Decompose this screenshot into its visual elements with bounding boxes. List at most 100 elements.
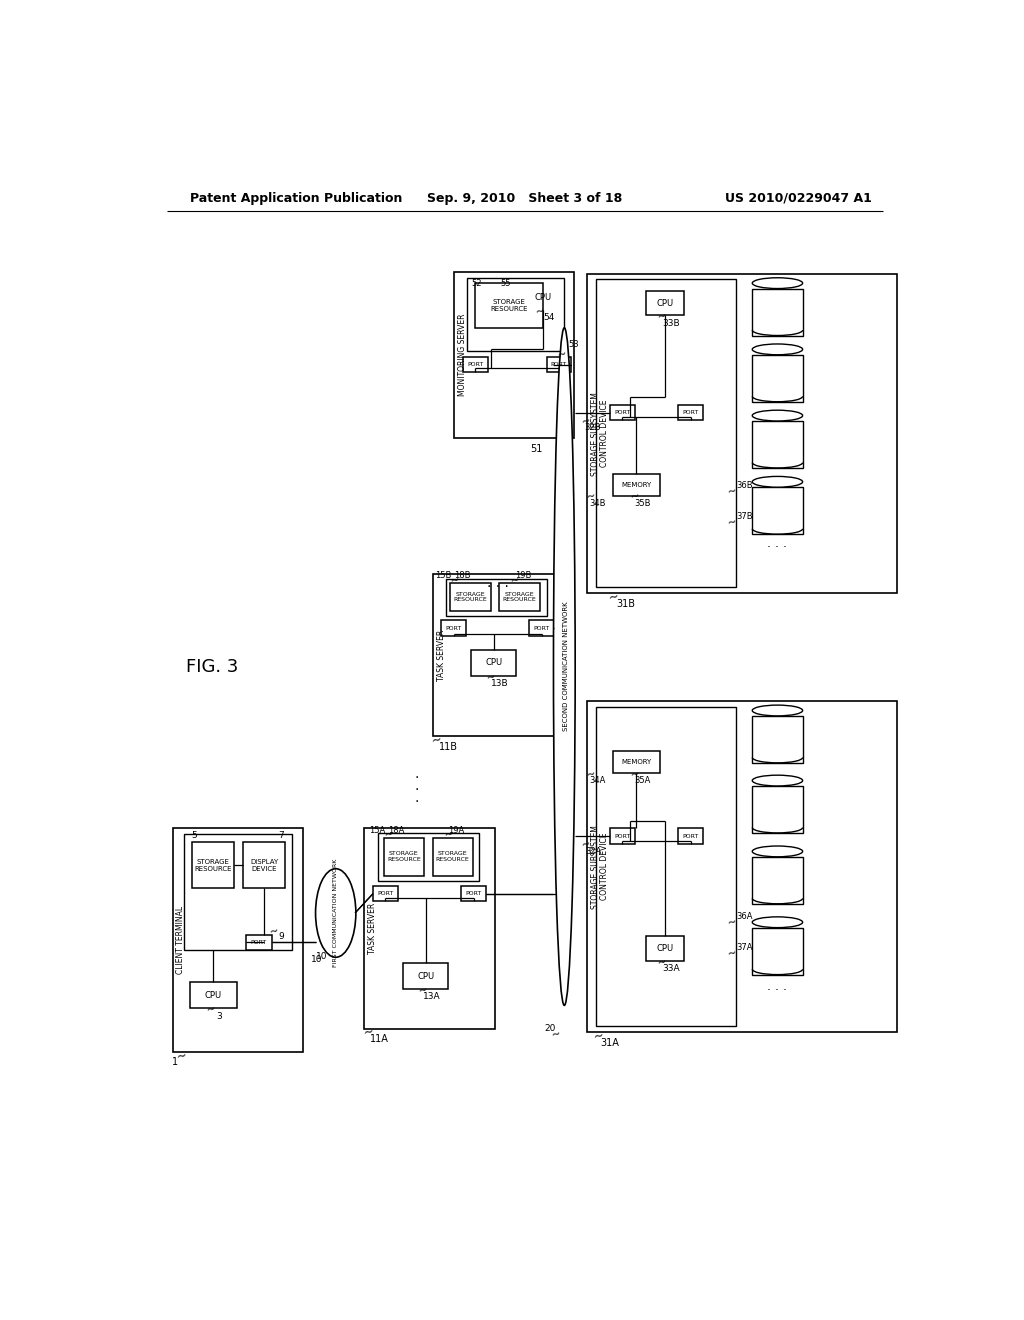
Text: ~: ~ xyxy=(383,829,395,841)
Bar xyxy=(461,886,486,902)
Ellipse shape xyxy=(753,277,803,289)
Text: ~: ~ xyxy=(175,1048,188,1064)
Bar xyxy=(753,421,803,469)
Text: 7: 7 xyxy=(279,832,285,841)
Text: ~: ~ xyxy=(657,312,669,323)
Text: PORT: PORT xyxy=(534,626,550,631)
Bar xyxy=(378,833,479,880)
Text: .: . xyxy=(415,767,419,781)
Bar xyxy=(190,982,237,1008)
Bar xyxy=(547,358,571,372)
Text: .: . xyxy=(415,791,419,804)
Text: 52: 52 xyxy=(471,280,482,288)
Text: . . .: . . . xyxy=(767,537,787,550)
Bar xyxy=(373,886,397,902)
Text: CONTROL DEVICE: CONTROL DEVICE xyxy=(600,400,609,467)
Ellipse shape xyxy=(554,327,575,1006)
Text: FIRST COMMUNICATION NETWORK: FIRST COMMUNICATION NETWORK xyxy=(333,859,338,968)
Text: STORAGE SUBSYSTEM: STORAGE SUBSYSTEM xyxy=(591,825,600,908)
Text: STORAGE
RESOURCE: STORAGE RESOURCE xyxy=(454,591,487,602)
Text: 34A: 34A xyxy=(590,776,606,785)
Bar xyxy=(365,829,495,1028)
Text: 10: 10 xyxy=(310,954,323,964)
Bar xyxy=(753,857,803,904)
Text: STORAGE
RESOURCE: STORAGE RESOURCE xyxy=(195,859,231,871)
Text: 34B: 34B xyxy=(590,499,606,508)
Text: ~: ~ xyxy=(581,840,593,851)
Text: PORT: PORT xyxy=(614,411,631,414)
Text: 35A: 35A xyxy=(635,776,651,785)
Text: ~: ~ xyxy=(727,516,738,528)
Text: PORT: PORT xyxy=(251,940,267,945)
Text: ~: ~ xyxy=(451,574,462,586)
Text: ~: ~ xyxy=(592,1028,605,1044)
Text: CLIENT TERMINAL: CLIENT TERMINAL xyxy=(176,906,185,974)
Bar xyxy=(596,706,735,1026)
Text: CPU: CPU xyxy=(485,659,503,667)
Text: STORAGE
RESOURCE: STORAGE RESOURCE xyxy=(436,851,470,862)
Text: ~: ~ xyxy=(657,956,669,969)
Text: ~: ~ xyxy=(268,927,281,939)
Text: PORT: PORT xyxy=(683,833,698,838)
Text: 31A: 31A xyxy=(601,1038,620,1048)
Text: US 2010/0229047 A1: US 2010/0229047 A1 xyxy=(725,191,872,205)
Ellipse shape xyxy=(753,345,803,355)
Text: TASK SERVER: TASK SERVER xyxy=(436,630,445,681)
Text: CPU: CPU xyxy=(535,293,551,302)
Bar xyxy=(183,834,292,950)
Text: ~: ~ xyxy=(629,491,641,503)
Text: 10: 10 xyxy=(316,952,328,961)
Bar xyxy=(445,578,547,615)
Bar xyxy=(753,355,803,401)
Bar xyxy=(523,285,562,310)
Text: CPU: CPU xyxy=(205,991,222,999)
Bar xyxy=(403,964,449,989)
Text: 55: 55 xyxy=(500,280,511,288)
Text: 18B: 18B xyxy=(455,572,471,581)
Text: ~: ~ xyxy=(581,416,593,428)
Ellipse shape xyxy=(753,411,803,421)
Text: 19A: 19A xyxy=(449,826,465,836)
Text: 11B: 11B xyxy=(438,742,458,751)
Text: ~: ~ xyxy=(586,768,597,780)
Text: ~: ~ xyxy=(727,486,738,498)
Text: 13B: 13B xyxy=(492,678,509,688)
Text: PORT: PORT xyxy=(377,891,393,896)
Text: 18A: 18A xyxy=(388,826,404,836)
Text: ~: ~ xyxy=(206,1005,217,1016)
Text: 37A: 37A xyxy=(736,944,753,952)
Text: CPU: CPU xyxy=(417,972,434,981)
Text: 15A: 15A xyxy=(369,826,385,836)
Text: 32B: 32B xyxy=(585,424,601,433)
Text: ~: ~ xyxy=(727,917,738,929)
Text: ~: ~ xyxy=(510,574,521,586)
Text: ~: ~ xyxy=(557,348,568,360)
Bar xyxy=(173,829,303,1052)
Text: ~: ~ xyxy=(629,768,641,780)
Bar xyxy=(646,936,684,961)
Bar xyxy=(191,842,234,888)
Text: TASK SERVER: TASK SERVER xyxy=(369,903,378,954)
Text: Patent Application Publication: Patent Application Publication xyxy=(190,191,402,205)
Text: 36A: 36A xyxy=(736,912,753,921)
Text: MEMORY: MEMORY xyxy=(622,759,651,766)
Bar xyxy=(587,275,897,594)
Text: ~: ~ xyxy=(443,829,455,841)
Text: .: . xyxy=(415,779,419,793)
Bar xyxy=(613,474,659,496)
Ellipse shape xyxy=(753,775,803,785)
Bar xyxy=(610,405,635,420)
Text: 33B: 33B xyxy=(663,318,680,327)
Text: . . .: . . . xyxy=(486,577,509,590)
Text: 53: 53 xyxy=(568,341,579,350)
Text: MEMORY: MEMORY xyxy=(622,482,651,488)
Bar xyxy=(246,935,272,950)
Text: ~: ~ xyxy=(586,491,597,503)
Text: 31B: 31B xyxy=(616,599,635,610)
Text: 19B: 19B xyxy=(515,572,531,581)
Text: 13A: 13A xyxy=(423,993,440,1002)
Text: STORAGE
RESOURCE: STORAGE RESOURCE xyxy=(387,851,421,862)
Bar xyxy=(529,620,554,636)
Ellipse shape xyxy=(753,705,803,715)
Text: ~: ~ xyxy=(430,733,443,747)
